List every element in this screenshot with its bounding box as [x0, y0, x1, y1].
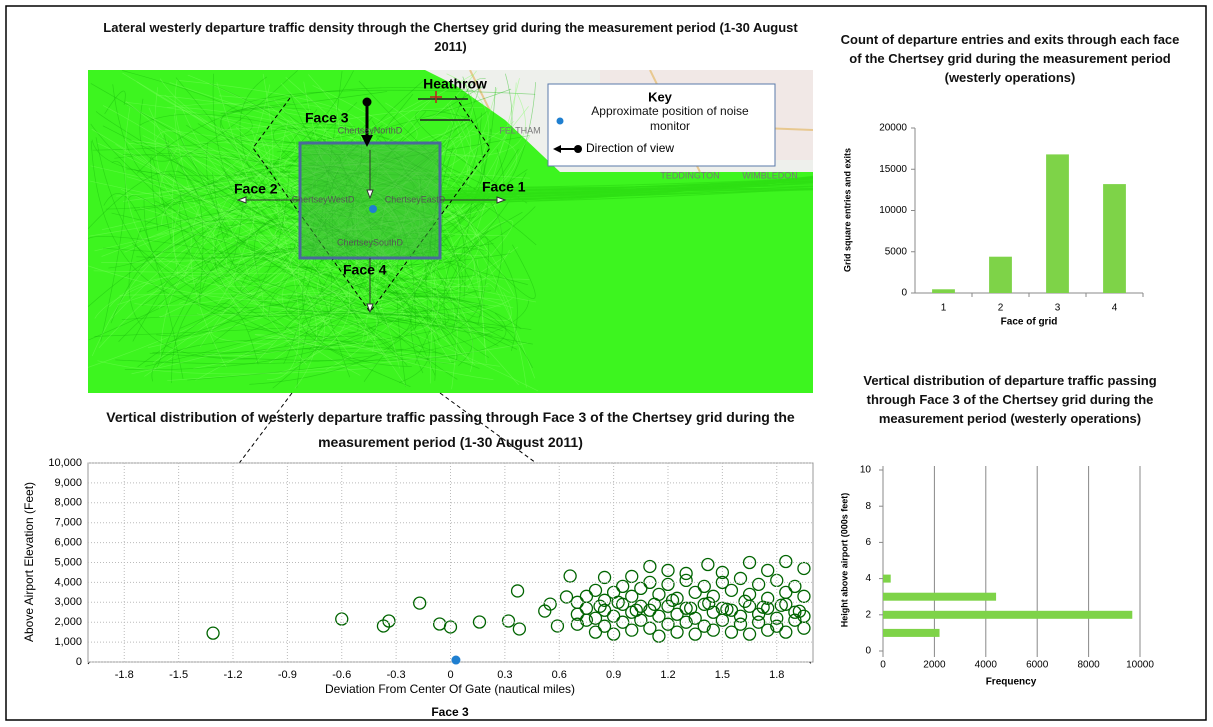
bar	[883, 611, 1132, 619]
x-tick-label: -1.5	[169, 669, 188, 681]
x-tick-label: 0	[880, 660, 886, 671]
place-label: TEDDINGTON	[660, 170, 719, 180]
x-tick-label: -0.6	[332, 669, 351, 681]
x-tick-label: 0	[447, 669, 453, 681]
y-axis-label: Grid square entries and exits	[842, 148, 852, 272]
bar	[1103, 184, 1126, 293]
y-tick-label: 2	[865, 609, 871, 620]
gate-label: ChertseyWestD	[292, 194, 355, 204]
y-tick-label: 0	[901, 288, 907, 299]
y-tick-label: 9,000	[54, 477, 82, 489]
bar	[932, 289, 955, 293]
key-dot	[557, 118, 564, 125]
x-tick-label: 6000	[1026, 660, 1049, 671]
y-tick-label: 0	[865, 646, 871, 657]
place-label: WIMBLEDON	[742, 170, 798, 180]
gate-label: ChertseySouthD	[337, 237, 404, 247]
caption: Face 3	[431, 705, 469, 719]
x-tick-label: 10000	[1126, 660, 1154, 671]
key-label: Direction of view	[586, 141, 674, 155]
y-tick-label: 10000	[879, 205, 907, 216]
x-tick-label: 2000	[923, 660, 946, 671]
x-tick-label: 1.8	[769, 669, 784, 681]
y-tick-label: 5000	[885, 246, 908, 257]
x-tick-label: 8000	[1077, 660, 1100, 671]
noise-monitor	[369, 205, 377, 213]
x-axis-label: Deviation From Center Of Gate (nautical …	[325, 682, 575, 696]
face-label: Face 2	[234, 181, 278, 197]
x-tick-label: 4	[1112, 303, 1118, 314]
bar	[1046, 154, 1069, 293]
x-tick-label: 2	[998, 303, 1004, 314]
bar	[883, 575, 891, 583]
bar	[883, 629, 940, 637]
bar	[989, 257, 1012, 293]
y-tick-label: 10,000	[48, 457, 82, 469]
y-axis-label: Height above airport (000s feet)	[839, 493, 849, 628]
x-tick-label: 4000	[975, 660, 998, 671]
x-tick-label: -1.8	[115, 669, 134, 681]
x-tick-label: 1.2	[660, 669, 675, 681]
y-tick-label: 2,000	[54, 616, 82, 628]
y-tick-label: 4,000	[54, 576, 82, 588]
gate-label: ChertseyEastD	[385, 194, 446, 204]
y-tick-label: 0	[76, 656, 82, 668]
airport-label: Heathrow	[423, 76, 487, 92]
y-tick-label: 1,000	[54, 636, 82, 648]
x-axis-label: Face of grid	[1001, 317, 1058, 328]
chart-title: Vertical distribution of westerly depart…	[88, 405, 813, 455]
page: Heathrow Face 1 Face 2 Face 3 Face 4 Che…	[0, 0, 1213, 727]
gate-label: ChertseyNorthD	[338, 125, 403, 135]
y-tick-label: 5,000	[54, 556, 82, 568]
y-tick-label: 4	[865, 573, 871, 584]
x-tick-label: -0.9	[278, 669, 297, 681]
face-label: Face 3	[305, 110, 349, 126]
key-arrow-dot	[574, 145, 582, 153]
face-label: Face 4	[343, 262, 387, 278]
x-axis-label: Frequency	[986, 677, 1037, 688]
x-tick-label: -0.3	[387, 669, 406, 681]
chart-title: Vertical distribution of departure traff…	[840, 371, 1180, 428]
key-label: Approximate position of noise monitor	[570, 104, 770, 134]
bar	[883, 593, 996, 601]
y-tick-label: 15000	[879, 164, 907, 175]
y-axis-label: Above Airport Elevation (Feet)	[22, 482, 36, 642]
y-tick-label: 8,000	[54, 497, 82, 509]
x-tick-label: 0.6	[552, 669, 567, 681]
key-title: Key	[648, 89, 673, 104]
y-tick-label: 10	[860, 465, 872, 476]
x-tick-label: -1.2	[224, 669, 243, 681]
x-tick-label: 1	[941, 303, 947, 314]
place-label: FELTHAM	[499, 125, 540, 135]
y-tick-label: 8	[865, 501, 871, 512]
x-tick-label: 0.3	[497, 669, 512, 681]
chart-title: Count of departure entries and exits thr…	[840, 30, 1180, 87]
monitor-point	[451, 656, 460, 665]
y-tick-label: 20000	[879, 123, 907, 134]
face-label: Face 1	[482, 179, 526, 195]
x-tick-label: 1.5	[715, 669, 730, 681]
x-tick-label: 0.9	[606, 669, 621, 681]
x-tick-label: 3	[1055, 303, 1061, 314]
y-tick-label: 3,000	[54, 596, 82, 608]
map-title: Lateral westerly departure traffic densi…	[88, 18, 813, 56]
y-tick-label: 6	[865, 537, 871, 548]
y-tick-label: 6,000	[54, 537, 82, 549]
y-tick-label: 7,000	[54, 517, 82, 529]
